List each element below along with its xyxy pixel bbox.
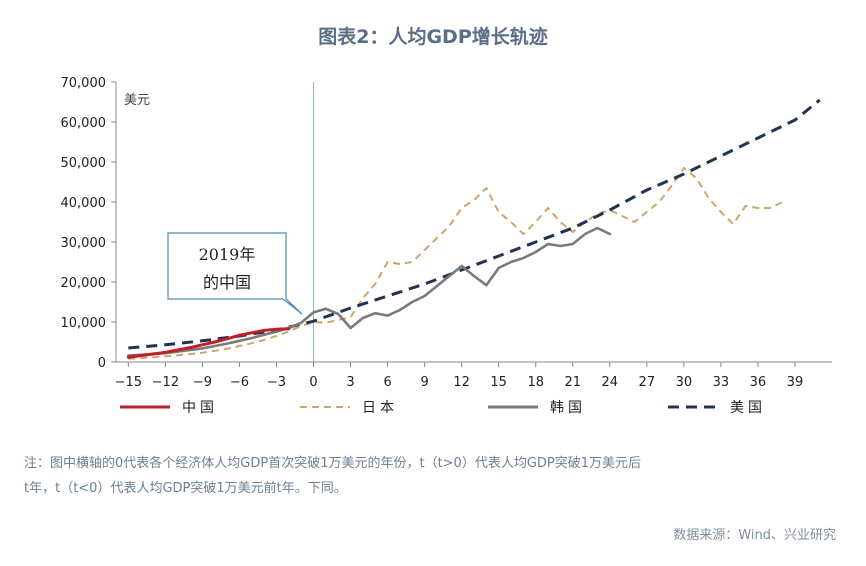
x-tick-label: 3 [346,375,354,390]
note-line-1: 注：图中横轴的0代表各个经济体人均GDP首次突破1万美元的年份，t（t>0）代表… [24,456,642,471]
y-tick-label: 0 [98,356,106,371]
x-tick-label: −12 [152,375,179,390]
y-tick-label: 50,000 [61,156,107,171]
y-tick-label: 70,000 [61,76,107,91]
annotation-line-1: 2019年 [199,245,256,264]
chart-title: 图表2：人均GDP增长轨迹 [318,26,548,48]
x-tick-label: 18 [527,375,544,390]
data-source: 数据来源：Wind、兴业研究 [673,528,836,543]
axis-layer: 0 10,000 20,000 30,000 40,000 50,000 60,000 70,… [61,76,832,390]
legend-label-2: 韩国 [550,400,586,416]
x-tick-label: 9 [420,375,428,390]
x-tick-label: −3 [267,375,286,390]
x-tick-label: 12 [453,375,470,390]
x-tick-label: 0 [309,375,317,390]
legend: 中国 日本 韩国 美国 [120,400,766,416]
series-line-1 [128,167,784,360]
x-tick-label: −15 [115,375,142,390]
line-chart: 0 10,000 20,000 30,000 40,000 50,000 60,000 70,… [61,76,832,416]
series-line-0 [126,327,291,359]
y-tick-label: 40,000 [61,196,107,211]
note-line-2: t年，t（t<0）代表人均GDP突破1万美元前t年。下同。 [24,481,347,496]
legend-label-0: 中国 [182,400,218,416]
y-tick-label: 60,000 [61,116,107,131]
callout-box [167,232,303,315]
x-tick-label: 33 [713,375,730,390]
x-tick-label: 30 [676,375,693,390]
series-line-3 [128,98,821,350]
legend-label-3: 美国 [730,400,766,416]
x-tick-label: −6 [230,375,249,390]
annotation-line-2: 的中国 [203,273,251,292]
annotation-callout: 2019年 的中国 [167,232,303,315]
x-tick-label: 36 [750,375,767,390]
series-line-2 [127,226,612,357]
y-tick-label: 30,000 [61,236,107,251]
y-tick-label: 20,000 [61,276,107,291]
x-tick-label: 24 [602,375,619,390]
x-tick-label: 27 [639,375,656,390]
x-tick-label: 21 [564,375,581,390]
unit-label: 美元 [124,93,150,108]
y-tick-label: 10,000 [61,316,107,331]
series-layer [126,98,821,360]
x-tick-label: 6 [383,375,391,390]
x-tick-label: −9 [193,375,212,390]
legend-label-1: 日本 [362,400,398,416]
x-tick-label: 15 [490,375,507,390]
x-tick-label: 39 [787,375,804,390]
label-layer: 美元 2019年 的中国 [124,93,303,315]
